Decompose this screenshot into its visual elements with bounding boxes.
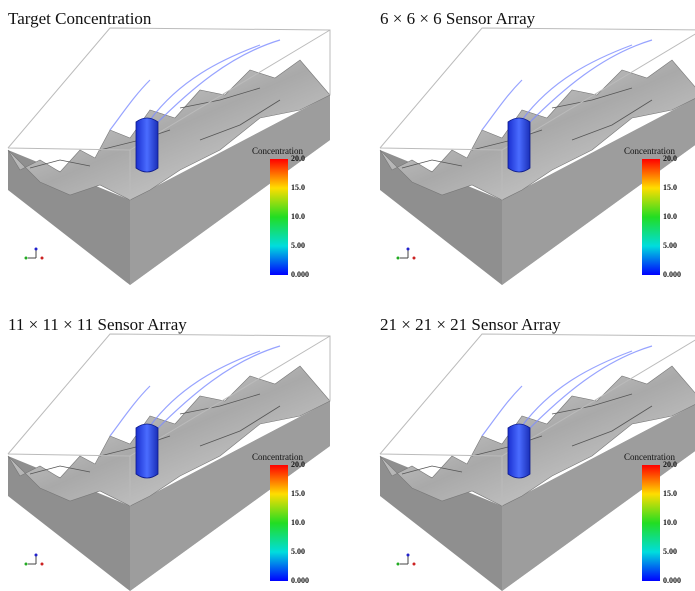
colorbar-tick-label: 0.000 [291,576,309,585]
colorbar-tick-label: 5.00 [663,547,677,556]
axis-y [34,553,38,557]
colorbar [642,159,660,275]
streamlines [109,39,281,131]
colorbar-tick-label: 20.0 [663,154,677,163]
panel-title: 6 × 6 × 6 Sensor Array [380,9,536,28]
colorbar-tick-label: 10.0 [291,212,305,221]
colorbar-tick-label: 5.00 [663,241,677,250]
axis-x [24,256,28,260]
colorbar-tick-label: 0.000 [663,576,681,585]
axis-triad [400,556,409,565]
plume [135,117,159,173]
plume [507,117,531,173]
panel-title: 11 × 11 × 11 Sensor Array [8,315,187,334]
colorbar-tick-label: 15.0 [291,183,305,192]
plume [135,423,159,479]
axis-x [396,562,400,566]
plume [507,423,531,479]
colorbar-tick-label: 15.0 [291,489,305,498]
colorbar-tick-label: 20.0 [291,154,305,163]
axis-x [396,256,400,260]
colorbar-tick-label: 5.00 [291,241,305,250]
block-front [502,98,695,285]
bounding-box [379,27,695,200]
block-front [502,404,695,591]
block-front [130,401,330,591]
axis-triad [28,556,37,565]
axis-y [406,553,410,557]
axis-z [40,562,44,566]
colorbar-label: Concentration [252,146,303,156]
colorbar [642,465,660,581]
axis-z [40,256,44,260]
colorbar-tick-label: 20.0 [291,460,305,469]
block-front [130,95,330,285]
streamlines [109,345,281,437]
colorbar [270,159,288,275]
panel: 11 × 11 × 11 Sensor Array Concentration20… [7,315,331,591]
panel-title: 21 × 21 × 21 Sensor Array [380,315,561,334]
colorbar-tick-label: 15.0 [663,489,677,498]
axis-y [406,247,410,251]
bounding-box [379,333,695,506]
colorbar-tick-label: 0.000 [291,270,309,279]
panel-title: Target Concentration [8,9,152,28]
colorbar-tick-label: 0.000 [663,270,681,279]
colorbar-tick-label: 10.0 [291,518,305,527]
colorbar-label: Concentration [624,146,675,156]
streamlines [481,39,653,131]
panel: 21 × 21 × 21 Sensor Array Concentration20… [379,315,695,591]
axis-triad [28,250,37,259]
streamlines [481,345,653,437]
colorbar [270,465,288,581]
axis-triad [400,250,409,259]
bounding-box [7,27,331,200]
colorbar-tick-label: 10.0 [663,518,677,527]
axis-z [412,562,416,566]
colorbar-tick-label: 20.0 [663,460,677,469]
axis-y [34,247,38,251]
colorbar-tick-label: 15.0 [663,183,677,192]
colorbar-label: Concentration [252,452,303,462]
colorbar-label: Concentration [624,452,675,462]
colorbar-tick-label: 10.0 [663,212,677,221]
colorbar-tick-label: 5.00 [291,547,305,556]
axis-x [24,562,28,566]
bounding-box [7,333,331,506]
axis-z [412,256,416,260]
